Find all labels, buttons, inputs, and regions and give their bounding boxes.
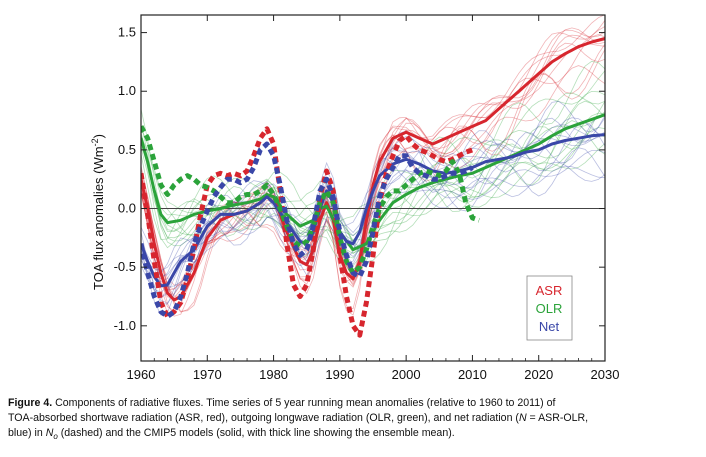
x-tick-label: 2030 — [591, 367, 620, 382]
model-line — [141, 34, 605, 299]
model-line — [141, 165, 605, 299]
caption-var-no: No — [45, 427, 58, 442]
model-spaghetti-lines — [141, 15, 605, 317]
model-line — [141, 65, 605, 314]
model-line — [141, 29, 605, 290]
x-tick-label: 2010 — [458, 367, 487, 382]
caption-line2-end: = ASR-OLR, — [526, 412, 589, 424]
model-line — [141, 115, 605, 272]
model-line — [141, 127, 605, 267]
series-olr-dashed — [141, 125, 480, 276]
caption-var-n: N — [518, 412, 527, 424]
x-tick-label: 2000 — [392, 367, 421, 382]
y-tick-label: -1.0 — [114, 318, 136, 333]
chart: 1960 1970 1980 1990 2000 2010 2020 2030 -1.0 -0.5… — [90, 14, 620, 382]
model-line — [141, 43, 605, 312]
x-tick-label: 1990 — [325, 367, 354, 382]
y-tick-label: 0.0 — [118, 201, 136, 216]
model-line — [141, 147, 605, 316]
legend-box — [526, 275, 573, 341]
legend-item-net: Net — [539, 319, 560, 334]
legend: ASR OLR Net — [526, 275, 573, 341]
legend-item-olr: OLR — [536, 301, 563, 316]
caption-line3-start: blue) in — [8, 427, 46, 439]
x-tick-label: 1980 — [259, 367, 288, 382]
model-line — [141, 100, 605, 277]
model-line — [141, 120, 605, 263]
figure-caption: Figure 4. Components of radiative fluxes… — [8, 396, 698, 444]
model-line — [141, 114, 605, 288]
model-line — [141, 132, 605, 283]
caption-line3-end: (dashed) and the CMIP5 models (solid, wi… — [57, 427, 455, 439]
caption-line1: Components of radiative fluxes. Time ser… — [52, 397, 556, 409]
model-line — [141, 34, 605, 317]
caption-label: Figure 4. — [8, 397, 53, 409]
series-net-dashed — [141, 141, 474, 319]
plot-frame — [140, 14, 606, 362]
x-tick-label: 1960 — [127, 367, 156, 382]
model-line — [141, 42, 605, 291]
legend-item-asr: ASR — [536, 283, 563, 298]
x-tick-label: 1970 — [193, 367, 222, 382]
axis-ticks: 1960 1970 1980 1990 2000 2010 2020 2030 -1.0 -0.5… — [114, 15, 620, 382]
model-line — [141, 60, 605, 232]
model-line — [141, 15, 605, 300]
y-tick-label: 1.0 — [118, 83, 136, 98]
y-tick-label: -0.5 — [114, 259, 136, 274]
series-asr-solid — [141, 37, 605, 302]
y-tick-label: 0.5 — [118, 142, 136, 157]
model-line — [141, 27, 605, 296]
y-axis-label: TOA flux anomalies (Wm-2) — [90, 134, 106, 290]
y-tick-label: 1.5 — [118, 25, 136, 40]
x-tick-label: 2020 — [524, 367, 553, 382]
series-lines — [141, 37, 605, 338]
caption-line2: TOA-absorbed shortwave radiation (ASR, r… — [8, 412, 519, 424]
